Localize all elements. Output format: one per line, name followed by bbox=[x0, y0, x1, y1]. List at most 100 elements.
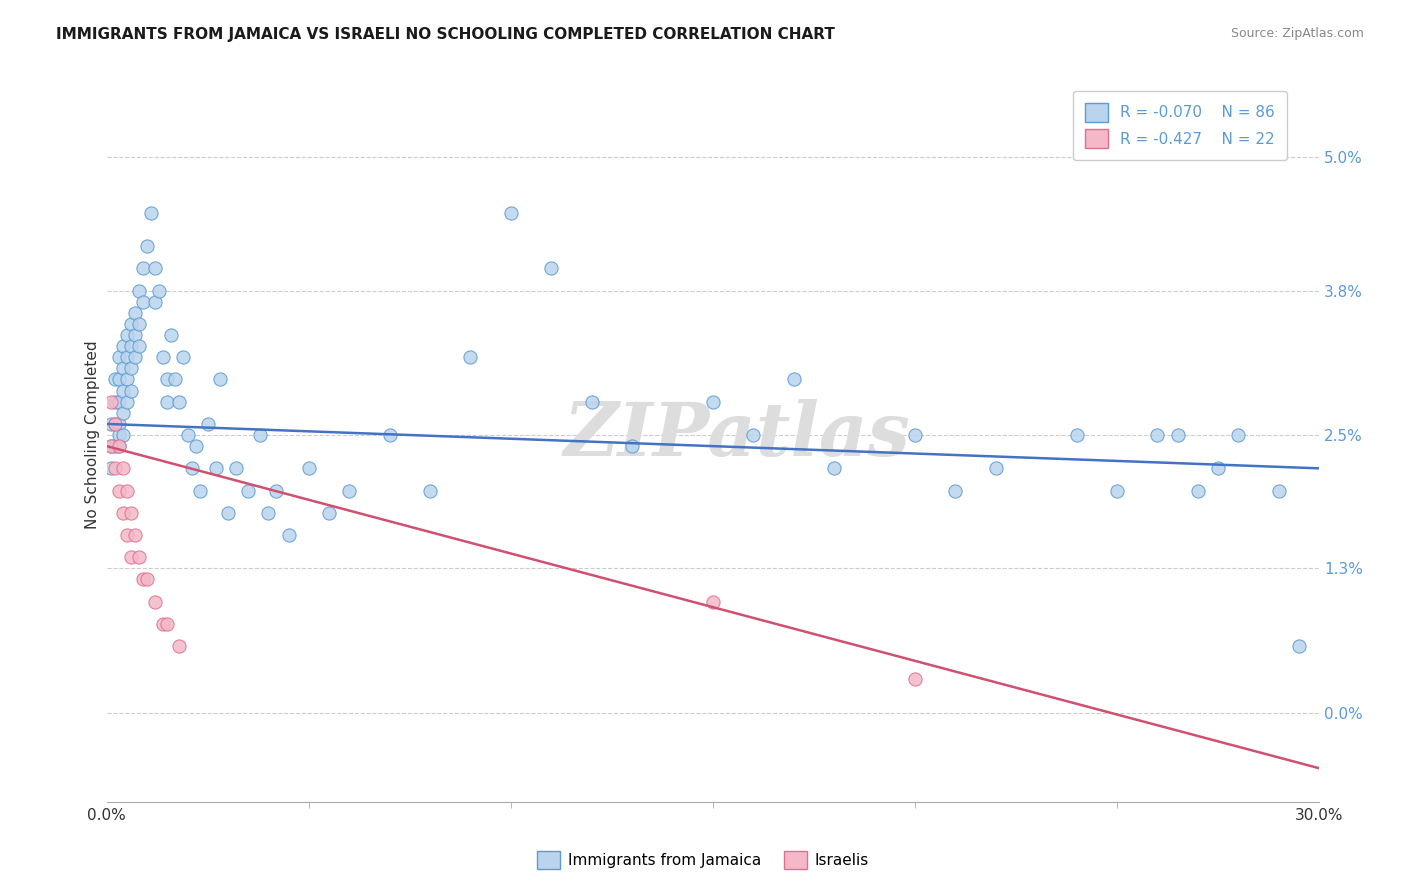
Point bbox=[460, 351, 482, 365]
Point bbox=[111, 461, 134, 475]
Point bbox=[143, 261, 166, 276]
Point bbox=[115, 483, 138, 498]
Point bbox=[184, 439, 207, 453]
Point bbox=[169, 394, 191, 409]
Point bbox=[208, 372, 231, 386]
Point bbox=[143, 294, 166, 309]
Point bbox=[1206, 461, 1229, 475]
Point bbox=[120, 550, 142, 565]
Point bbox=[1146, 428, 1168, 442]
Point bbox=[132, 261, 155, 276]
Point bbox=[1227, 428, 1250, 442]
Point bbox=[180, 461, 202, 475]
Point bbox=[156, 372, 179, 386]
Point bbox=[100, 439, 122, 453]
Point bbox=[128, 284, 150, 298]
Point bbox=[904, 428, 927, 442]
Point bbox=[108, 439, 131, 453]
Point bbox=[217, 506, 239, 520]
Point bbox=[188, 483, 211, 498]
Legend: Immigrants from Jamaica, Israelis: Immigrants from Jamaica, Israelis bbox=[531, 845, 875, 875]
Point bbox=[111, 428, 134, 442]
Point bbox=[108, 439, 131, 453]
Point bbox=[257, 506, 280, 520]
Point bbox=[111, 384, 134, 398]
Point bbox=[419, 483, 441, 498]
Point bbox=[136, 573, 159, 587]
Point bbox=[249, 428, 271, 442]
Point bbox=[104, 439, 127, 453]
Point bbox=[945, 483, 967, 498]
Point bbox=[1187, 483, 1209, 498]
Point bbox=[337, 483, 360, 498]
Point bbox=[111, 339, 134, 353]
Point bbox=[108, 428, 131, 442]
Point bbox=[378, 428, 401, 442]
Point bbox=[266, 483, 288, 498]
Point bbox=[277, 528, 299, 542]
Point bbox=[108, 394, 131, 409]
Point bbox=[124, 528, 146, 542]
Point bbox=[1107, 483, 1129, 498]
Point bbox=[204, 461, 226, 475]
Point bbox=[100, 461, 122, 475]
Point bbox=[160, 328, 183, 343]
Point bbox=[702, 394, 724, 409]
Point bbox=[120, 384, 142, 398]
Point bbox=[124, 306, 146, 320]
Point bbox=[124, 328, 146, 343]
Point bbox=[120, 339, 142, 353]
Point bbox=[132, 573, 155, 587]
Point bbox=[298, 461, 321, 475]
Y-axis label: No Schooling Completed: No Schooling Completed bbox=[86, 341, 100, 529]
Point bbox=[104, 461, 127, 475]
Text: IMMIGRANTS FROM JAMAICA VS ISRAELI NO SCHOOLING COMPLETED CORRELATION CHART: IMMIGRANTS FROM JAMAICA VS ISRAELI NO SC… bbox=[56, 27, 835, 42]
Point bbox=[111, 361, 134, 376]
Point bbox=[128, 317, 150, 331]
Text: ZIPatlas: ZIPatlas bbox=[564, 399, 911, 471]
Point bbox=[120, 361, 142, 376]
Point bbox=[120, 506, 142, 520]
Point bbox=[115, 328, 138, 343]
Text: Source: ZipAtlas.com: Source: ZipAtlas.com bbox=[1230, 27, 1364, 40]
Point bbox=[152, 351, 174, 365]
Point bbox=[1066, 428, 1088, 442]
Point bbox=[148, 284, 170, 298]
Point bbox=[172, 351, 194, 365]
Point bbox=[156, 616, 179, 631]
Point bbox=[621, 439, 644, 453]
Point bbox=[143, 594, 166, 608]
Legend: R = -0.070    N = 86, R = -0.427    N = 22: R = -0.070 N = 86, R = -0.427 N = 22 bbox=[1073, 91, 1288, 161]
Point bbox=[225, 461, 247, 475]
Point bbox=[318, 506, 340, 520]
Point bbox=[540, 261, 562, 276]
Point bbox=[236, 483, 259, 498]
Point bbox=[1267, 483, 1289, 498]
Point bbox=[197, 417, 219, 431]
Point bbox=[152, 616, 174, 631]
Point bbox=[115, 528, 138, 542]
Point bbox=[783, 372, 806, 386]
Point bbox=[111, 506, 134, 520]
Point bbox=[111, 406, 134, 420]
Point bbox=[132, 294, 155, 309]
Point bbox=[104, 417, 127, 431]
Point bbox=[169, 639, 191, 653]
Point bbox=[104, 417, 127, 431]
Point bbox=[115, 394, 138, 409]
Point bbox=[108, 483, 131, 498]
Point bbox=[128, 339, 150, 353]
Point bbox=[1288, 639, 1310, 653]
Point bbox=[124, 351, 146, 365]
Point bbox=[904, 673, 927, 687]
Point bbox=[176, 428, 198, 442]
Point bbox=[742, 428, 765, 442]
Point bbox=[100, 394, 122, 409]
Point bbox=[100, 439, 122, 453]
Point bbox=[104, 372, 127, 386]
Point bbox=[100, 417, 122, 431]
Point bbox=[702, 594, 724, 608]
Point bbox=[165, 372, 187, 386]
Point bbox=[136, 239, 159, 253]
Point bbox=[104, 394, 127, 409]
